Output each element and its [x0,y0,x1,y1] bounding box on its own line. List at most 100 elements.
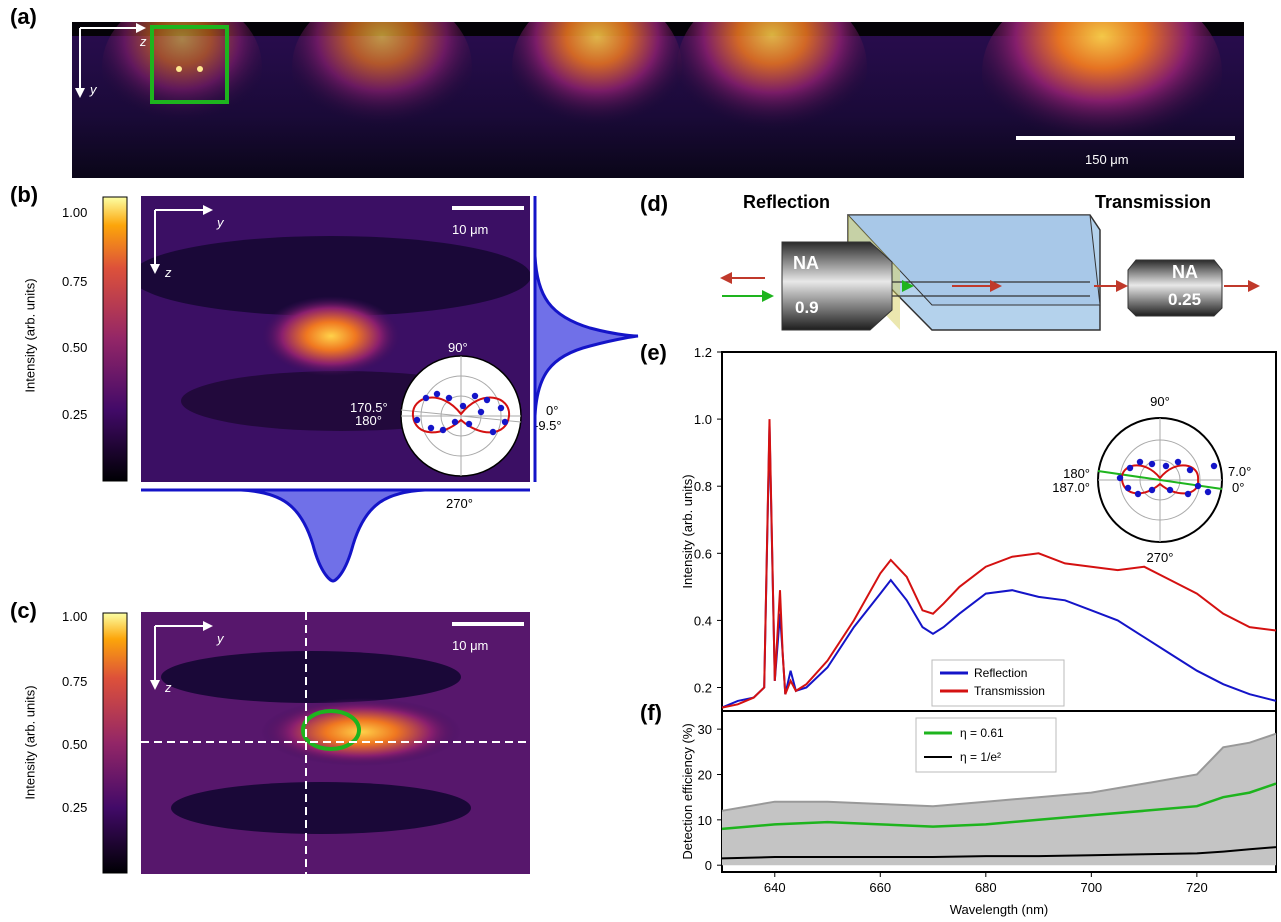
colorbar-b-tick: 0.25 [62,407,88,422]
profile-z [533,196,639,482]
polar-b-label-right2: -9.5° [534,418,562,433]
polar-b-label-bottom: 270° [446,496,473,511]
panel-label-e: (e) [640,340,667,365]
panel-b-image [141,196,530,482]
colorbar-b-tick: 0.75 [62,274,88,289]
region-of-interest-box [150,25,229,104]
panel-label-f: (f) [640,700,662,725]
series-line-eta-e2 [721,846,1277,860]
setup-schematic [720,214,1260,331]
legend-label: Transmission [974,684,1045,698]
polar-e-label-top: 90° [1150,394,1170,409]
ytick-label-f: 10 [698,813,712,828]
xtick-label-f: 640 [764,880,786,895]
polar-data-point [1210,462,1218,470]
ytick-label-e: 0.4 [694,613,712,628]
polar-e-label-left2: 187.0° [1052,480,1090,495]
xtick-label-f: 660 [869,880,891,895]
axis-label-z: z [165,265,172,280]
spectrum-chart: 0.2 0.4 0.6 0.8 1.0 1.2 Intensity (arb. units)… [680,345,1277,917]
legend-label: η = 1/e² [960,750,1001,764]
label-reflection: Reflection [743,192,831,212]
panel-label-d: (d) [640,191,669,216]
ytick-label-e: 1.0 [694,412,712,427]
fit-ellipse [301,709,361,751]
polar-data-point [1126,464,1134,472]
profile-y [141,488,530,583]
polar-b-label-right1: 0° [546,403,559,418]
polar-data-point [1136,458,1144,466]
polar-b-label-left2: 180° [355,413,382,428]
colorbar-c-tick: 1.00 [62,609,88,624]
ytick-label-e: 0.6 [694,546,712,561]
ylabel-f: Detection efficiency (%) [680,723,695,859]
panel-a-image [72,22,1244,178]
efficiency-band [722,733,1276,866]
axis-label-y: y [217,631,224,646]
polar-data-point [1194,482,1202,490]
polar-e-label-right1: 7.0° [1228,464,1251,479]
polar-data-point [1134,490,1142,498]
colorbar-b [102,196,128,482]
polar-data-point [1116,474,1124,482]
colorbar-c-tick: 0.25 [62,800,88,815]
series-line-transmission [721,419,1277,709]
panel-label-c: (c) [10,598,37,623]
ytick-label-f: 30 [698,722,712,737]
colorbar-b-tick: 1.00 [62,205,88,220]
xtick-label-f: 680 [975,880,997,895]
panel-label-b: (b) [10,182,39,207]
polar-e-label-bottom: 270° [1147,550,1174,565]
polar-b-label-top: 90° [448,340,468,355]
ytick-label-f: 0 [705,858,712,873]
ytick-label-e: 0.2 [694,681,712,696]
polar-data-point [1174,458,1182,466]
colorbar-c [102,612,128,874]
axis-label-y: y [90,82,97,97]
ytick-label-f: 20 [698,767,712,782]
legend-e [931,659,1065,707]
scale-bar-label-b: 10 μm [452,222,489,237]
ytick-label-e: 0.8 [694,479,712,494]
polar-data-point [1148,460,1156,468]
scale-bar-label-c: 10 μm [452,638,489,653]
label-transmission: Transmission [1095,192,1212,212]
colorbar-c-tick: 0.50 [62,737,88,752]
xtick-label-f: 720 [1186,880,1208,895]
polar-e-label-right2: 0° [1232,480,1244,495]
axis-label-z: z [140,34,147,49]
efficiency-band-upper [721,732,1277,812]
polar-data-point [1204,488,1212,496]
na-left-label: NA [793,253,819,273]
polar-fit-axis [1097,470,1223,490]
ytick-label-e: 1.2 [694,345,712,360]
xtick-label-f: 700 [1080,880,1102,895]
polar-e-label-left1: 180° [1063,466,1090,481]
na-right-value: 0.25 [1168,290,1202,309]
ylabel-e: Intensity (arb. units) [680,474,695,588]
polar-data-point [1124,484,1132,492]
polar-data-point [1148,486,1156,494]
polar-b-label-left1: 170.5° [350,400,388,415]
na-right-label: NA [1172,262,1198,282]
colorbar-b-tick: 0.50 [62,340,88,355]
polar-data-point [1184,490,1192,498]
axis-label-y: y [217,215,224,230]
panel-c-image [141,612,530,874]
series-line-eta-fit [721,782,1277,831]
axis-label-z: z [165,680,172,695]
polar-data-point [1162,462,1170,470]
xlabel-f: Wavelength (nm) [950,902,1049,917]
na-left-value: 0.9 [795,298,819,317]
colorbar-c-tick: 0.75 [62,674,88,689]
panel-label-a: (a) [10,4,37,29]
scale-bar-label-a: 150 μm [1085,152,1129,167]
polar-data-point [1186,466,1194,474]
colorbar-c-title: Intensity (arb. units) [22,685,38,800]
legend-label: η = 0.61 [960,726,1004,740]
legend-f [915,717,1057,773]
polar-data-point [1166,486,1174,494]
colorbar-b-title: Intensity (arb. units) [22,278,38,393]
legend-label: Reflection [974,666,1027,680]
polar-inset-b [400,355,522,477]
